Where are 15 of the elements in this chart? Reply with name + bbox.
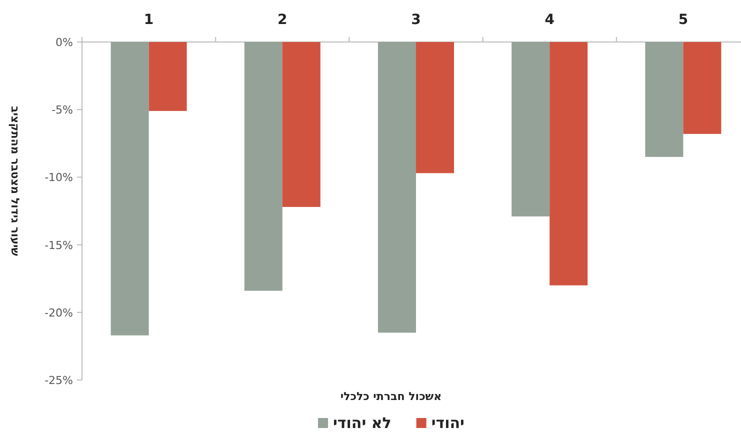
legend-label: לא יהודי bbox=[333, 414, 392, 432]
y-tick-label: -15% bbox=[44, 238, 73, 252]
y-tick-label: -25% bbox=[44, 374, 73, 387]
y-tick-label: -10% bbox=[44, 171, 73, 184]
legend-label: יהודי bbox=[431, 414, 464, 432]
x-tick-label: 5 bbox=[678, 12, 688, 28]
x-tick-label: 2 bbox=[278, 12, 288, 28]
y-axis-title: שיעור גידול מצטבר מהתקציב bbox=[8, 106, 22, 256]
x-tick-label: 3 bbox=[411, 12, 421, 28]
x-tick-label: 4 bbox=[544, 12, 555, 28]
y-tick-label: 0% bbox=[56, 36, 73, 49]
x-tick-label: 1 bbox=[144, 12, 154, 28]
y-tick-label: -20% bbox=[44, 306, 73, 320]
x-axis-title: אשכול חברתי כלכלי bbox=[340, 390, 442, 403]
y-tick-label: -5% bbox=[52, 104, 73, 117]
